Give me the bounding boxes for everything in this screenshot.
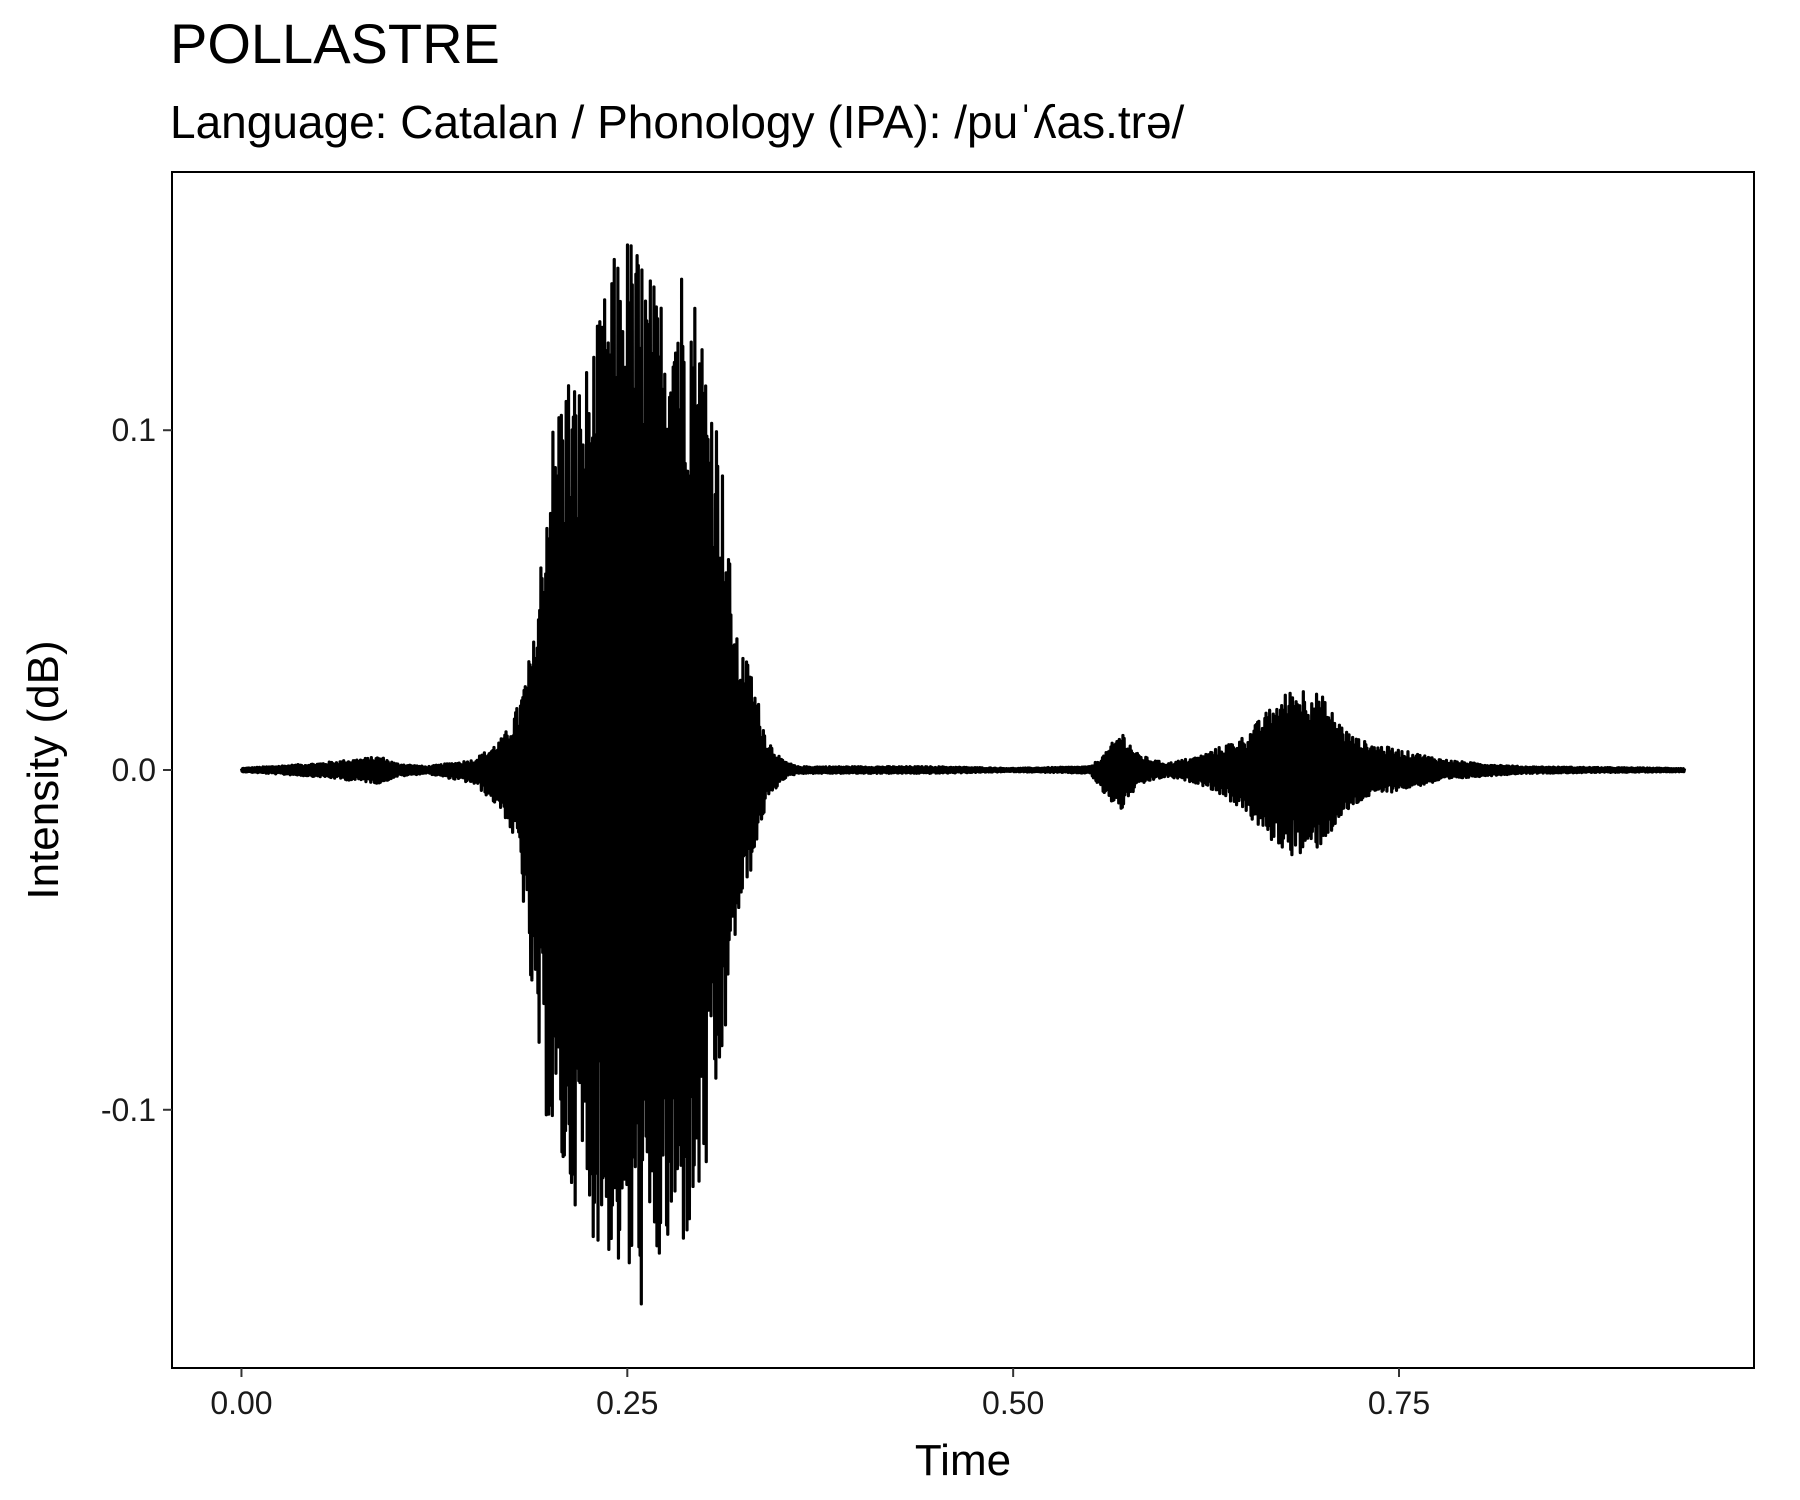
waveform-series bbox=[239, 243, 1687, 1306]
x-tick-label: 0.00 bbox=[210, 1385, 272, 1421]
y-tick-label: -0.1 bbox=[101, 1092, 156, 1128]
y-tick-label: 0.0 bbox=[112, 752, 156, 788]
x-tick-label: 0.75 bbox=[1368, 1385, 1430, 1421]
x-tick-label: 0.50 bbox=[982, 1385, 1044, 1421]
y-tick-label: 0.1 bbox=[112, 412, 156, 448]
chart-title: POLLASTRE bbox=[170, 12, 500, 75]
x-axis: 0.00 0.25 0.50 0.75 bbox=[210, 1368, 1430, 1421]
y-axis: 0.1 0.0 -0.1 bbox=[101, 412, 172, 1128]
x-axis-title: Time bbox=[915, 1436, 1011, 1485]
y-axis-title: Intensity (dB) bbox=[19, 640, 68, 899]
waveform-line bbox=[239, 243, 1687, 1306]
x-tick-label: 0.25 bbox=[596, 1385, 658, 1421]
chart-subtitle: Language: Catalan / Phonology (IPA): /pu… bbox=[170, 96, 1185, 148]
